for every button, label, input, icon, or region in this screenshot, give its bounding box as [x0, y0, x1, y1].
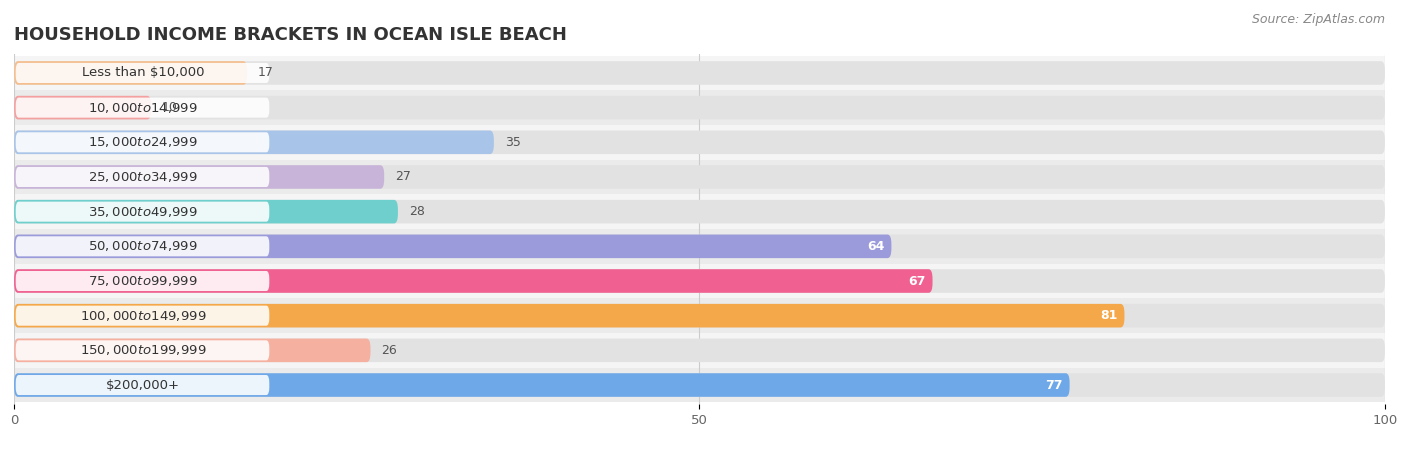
FancyBboxPatch shape	[15, 167, 270, 187]
Text: $15,000 to $24,999: $15,000 to $24,999	[89, 135, 198, 150]
FancyBboxPatch shape	[14, 269, 932, 293]
Bar	[14, 160, 1385, 194]
FancyBboxPatch shape	[14, 96, 152, 119]
FancyBboxPatch shape	[15, 97, 270, 118]
Text: $35,000 to $49,999: $35,000 to $49,999	[89, 205, 198, 219]
FancyBboxPatch shape	[14, 234, 1385, 258]
Text: 81: 81	[1101, 309, 1118, 322]
Text: $50,000 to $74,999: $50,000 to $74,999	[89, 239, 198, 253]
FancyBboxPatch shape	[14, 234, 891, 258]
FancyBboxPatch shape	[14, 339, 371, 362]
FancyBboxPatch shape	[14, 131, 494, 154]
Text: 27: 27	[395, 171, 411, 184]
FancyBboxPatch shape	[15, 375, 270, 395]
Bar	[14, 333, 1385, 368]
Bar	[14, 194, 1385, 229]
Text: HOUSEHOLD INCOME BRACKETS IN OCEAN ISLE BEACH: HOUSEHOLD INCOME BRACKETS IN OCEAN ISLE …	[14, 26, 567, 44]
Text: $200,000+: $200,000+	[105, 379, 180, 392]
Text: 28: 28	[409, 205, 425, 218]
Text: 26: 26	[381, 344, 398, 357]
FancyBboxPatch shape	[14, 339, 1385, 362]
Bar	[14, 125, 1385, 160]
FancyBboxPatch shape	[15, 63, 270, 83]
Text: 67: 67	[908, 274, 925, 287]
FancyBboxPatch shape	[14, 61, 1385, 85]
Text: 10: 10	[162, 101, 179, 114]
FancyBboxPatch shape	[14, 165, 1385, 189]
Bar	[14, 368, 1385, 402]
FancyBboxPatch shape	[15, 271, 270, 291]
Text: Source: ZipAtlas.com: Source: ZipAtlas.com	[1251, 13, 1385, 26]
Text: 35: 35	[505, 136, 520, 149]
FancyBboxPatch shape	[14, 96, 1385, 119]
FancyBboxPatch shape	[14, 165, 384, 189]
FancyBboxPatch shape	[14, 200, 1385, 224]
Text: 77: 77	[1045, 379, 1063, 392]
Bar	[14, 90, 1385, 125]
FancyBboxPatch shape	[15, 202, 270, 222]
FancyBboxPatch shape	[15, 306, 270, 326]
FancyBboxPatch shape	[14, 373, 1385, 397]
Text: 17: 17	[259, 66, 274, 79]
FancyBboxPatch shape	[14, 269, 1385, 293]
FancyBboxPatch shape	[14, 304, 1125, 327]
Text: $25,000 to $34,999: $25,000 to $34,999	[89, 170, 198, 184]
FancyBboxPatch shape	[15, 236, 270, 256]
Text: Less than $10,000: Less than $10,000	[82, 66, 204, 79]
Text: $100,000 to $149,999: $100,000 to $149,999	[80, 308, 207, 323]
Bar	[14, 56, 1385, 90]
FancyBboxPatch shape	[14, 373, 1070, 397]
FancyBboxPatch shape	[14, 200, 398, 224]
FancyBboxPatch shape	[14, 61, 247, 85]
Bar	[14, 229, 1385, 264]
Text: 64: 64	[868, 240, 884, 253]
Text: $10,000 to $14,999: $10,000 to $14,999	[89, 101, 198, 114]
Text: $75,000 to $99,999: $75,000 to $99,999	[89, 274, 198, 288]
Text: $150,000 to $199,999: $150,000 to $199,999	[80, 343, 207, 357]
FancyBboxPatch shape	[14, 131, 1385, 154]
Bar	[14, 298, 1385, 333]
Bar	[14, 264, 1385, 298]
FancyBboxPatch shape	[15, 340, 270, 361]
FancyBboxPatch shape	[15, 132, 270, 152]
FancyBboxPatch shape	[14, 304, 1385, 327]
